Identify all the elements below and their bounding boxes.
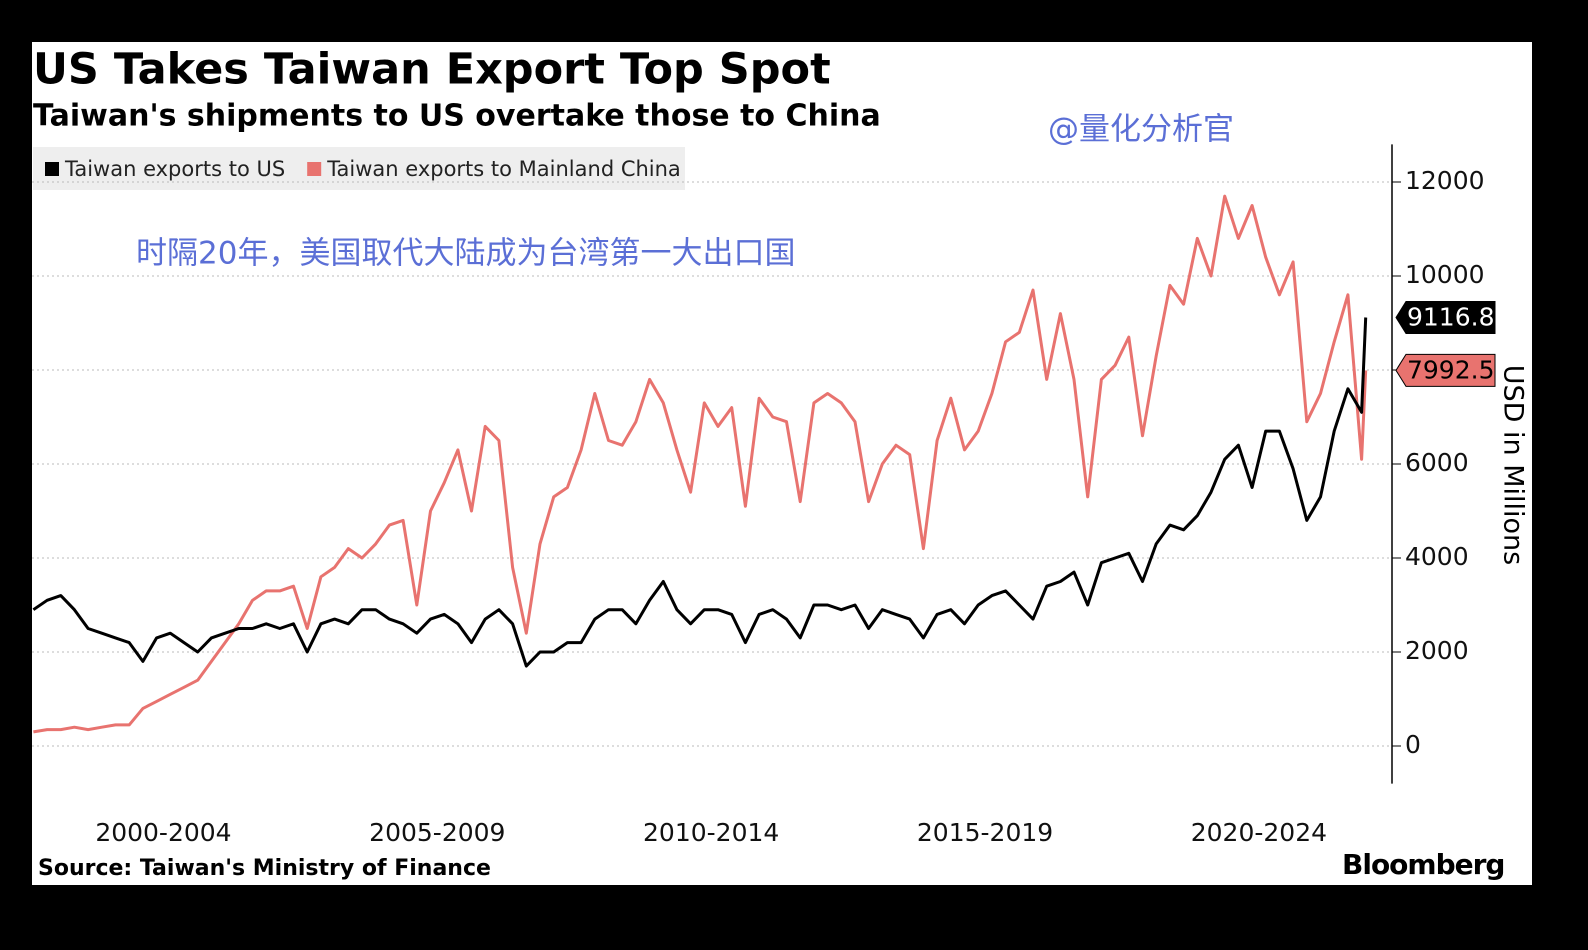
legend-swatch: [307, 162, 322, 176]
y-axis-label: USD in Millions: [1498, 365, 1529, 565]
x-tick-label: 2005-2009: [369, 818, 505, 847]
x-tick-label: 2010-2014: [643, 818, 779, 847]
value-label: 7992.5: [1407, 355, 1494, 384]
y-tick-label: 10000: [1405, 260, 1485, 289]
series-line: [32, 317, 1368, 668]
value-tag: [1395, 301, 1496, 335]
y-tick-label: 12000: [1405, 166, 1485, 195]
value-label: 9116.8: [1407, 303, 1494, 332]
brand: Bloomberg: [1342, 848, 1504, 881]
value-tag: [1395, 353, 1496, 387]
y-tick-label: 6000: [1405, 448, 1469, 477]
series-line: [33, 194, 1368, 734]
x-tick-label: 2000-2004: [95, 818, 231, 847]
legend-swatch: [45, 162, 59, 176]
legend-box: [33, 147, 685, 190]
chart-subtitle: Taiwan's shipments to US overtake those …: [33, 99, 881, 134]
y-tick-label: 0: [1405, 730, 1421, 759]
watermark: @量化分析官: [1048, 112, 1234, 148]
annotation: 时隔20年，美国取代大陆成为台湾第一大出口国: [136, 236, 795, 272]
y-tick-label: 4000: [1405, 542, 1469, 571]
legend-label: Taiwan exports to US: [64, 157, 285, 181]
x-tick-label: 2015-2019: [917, 818, 1053, 847]
legend-label: Taiwan exports to Mainland China: [326, 157, 681, 181]
x-tick-label: 2020-2024: [1191, 818, 1327, 847]
source: Source: Taiwan's Ministry of Finance: [38, 856, 491, 881]
y-tick-label: 2000: [1405, 636, 1469, 665]
chart-title: US Takes Taiwan Export Top Spot: [33, 45, 831, 95]
